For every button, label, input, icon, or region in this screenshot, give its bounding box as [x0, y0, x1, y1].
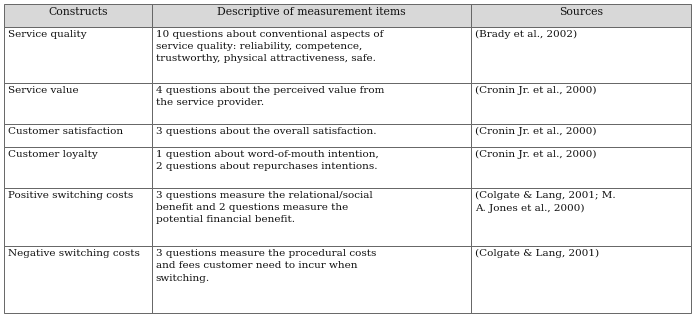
Bar	[471, 246, 691, 313]
Text: (Cronin Jr. et al., 2000): (Cronin Jr. et al., 2000)	[475, 150, 597, 159]
Text: Service quality: Service quality	[8, 29, 87, 39]
Bar	[152, 147, 471, 188]
Text: 3 questions measure the relational/social
benefit and 2 questions measure the
po: 3 questions measure the relational/socia…	[156, 191, 373, 224]
Bar	[4, 147, 152, 188]
Bar	[152, 246, 471, 313]
Bar	[4, 83, 152, 124]
Text: Customer loyalty: Customer loyalty	[8, 150, 98, 159]
Bar	[152, 188, 471, 246]
Bar	[471, 27, 691, 83]
Bar	[152, 27, 471, 83]
Text: Constructs: Constructs	[48, 7, 108, 17]
Text: (Colgate & Lang, 2001): (Colgate & Lang, 2001)	[475, 249, 599, 258]
Text: Service value: Service value	[8, 86, 79, 94]
Bar	[4, 246, 152, 313]
Text: (Colgate & Lang, 2001; M.
A. Jones et al., 2000): (Colgate & Lang, 2001; M. A. Jones et al…	[475, 191, 616, 213]
Bar	[4, 4, 152, 27]
Bar	[152, 83, 471, 124]
Text: Descriptive of measurement items: Descriptive of measurement items	[217, 7, 406, 17]
Text: Customer satisfaction: Customer satisfaction	[8, 126, 123, 135]
Text: 3 questions measure the procedural costs
and fees customer need to incur when
sw: 3 questions measure the procedural costs…	[156, 249, 376, 282]
Text: 1 question about word-of-mouth intention,
2 questions about repurchases intentio: 1 question about word-of-mouth intention…	[156, 150, 379, 171]
Bar	[4, 188, 152, 246]
Text: 4 questions about the perceived value from
the service provider.: 4 questions about the perceived value fr…	[156, 86, 384, 107]
Text: (Cronin Jr. et al., 2000): (Cronin Jr. et al., 2000)	[475, 86, 597, 95]
Bar	[471, 83, 691, 124]
Bar	[152, 4, 471, 27]
Bar	[471, 124, 691, 147]
Text: 10 questions about conventional aspects of
service quality: reliability, compete: 10 questions about conventional aspects …	[156, 29, 383, 63]
Bar	[152, 124, 471, 147]
Bar	[4, 27, 152, 83]
Bar	[471, 188, 691, 246]
Text: (Brady et al., 2002): (Brady et al., 2002)	[475, 29, 578, 39]
Text: Sources: Sources	[559, 7, 603, 17]
Bar	[4, 124, 152, 147]
Text: 3 questions about the overall satisfaction.: 3 questions about the overall satisfacti…	[156, 126, 376, 135]
Text: (Cronin Jr. et al., 2000): (Cronin Jr. et al., 2000)	[475, 126, 597, 136]
Text: Positive switching costs: Positive switching costs	[8, 191, 133, 200]
Bar	[471, 147, 691, 188]
Text: Negative switching costs: Negative switching costs	[8, 249, 140, 258]
Bar	[471, 4, 691, 27]
